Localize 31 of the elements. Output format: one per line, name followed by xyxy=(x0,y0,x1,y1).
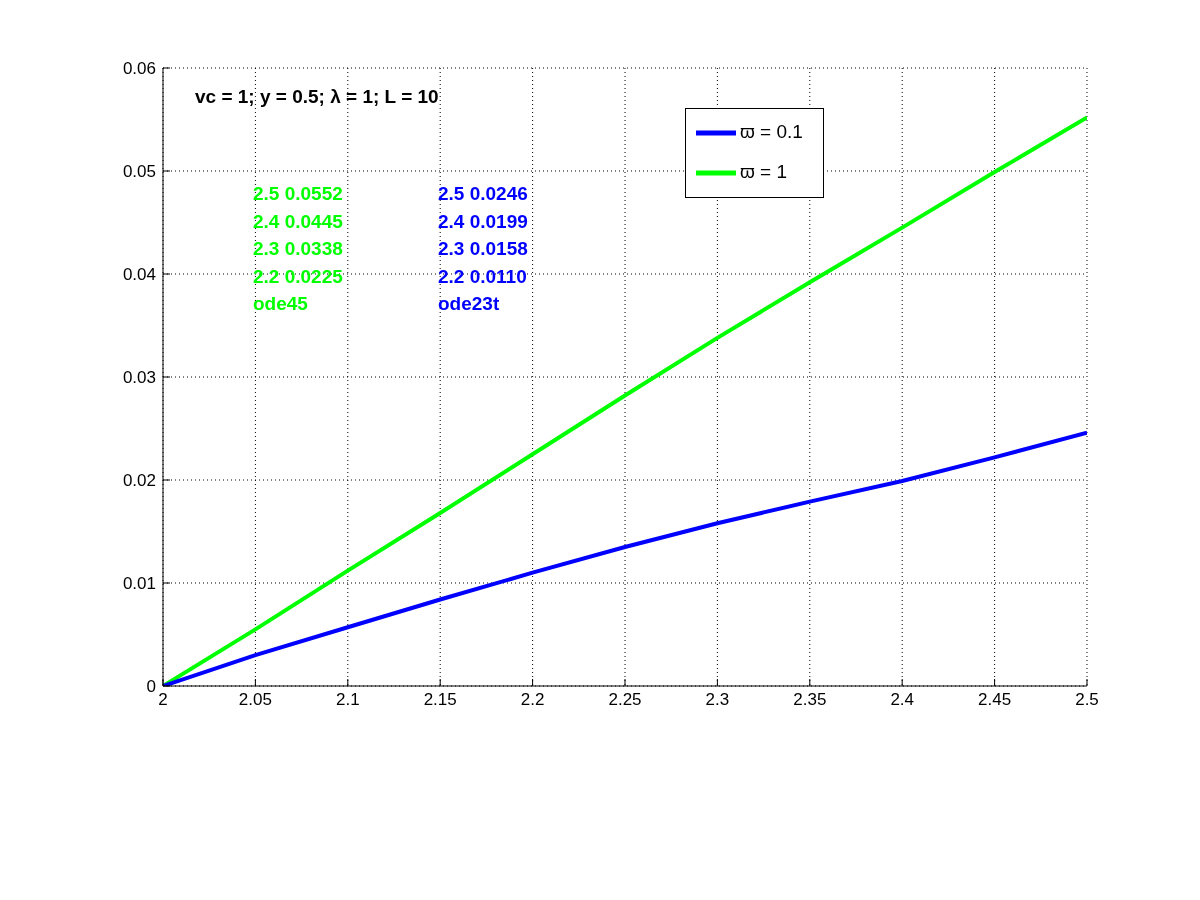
x-tick-label: 2.25 xyxy=(608,690,642,710)
x-tick-label: 2.45 xyxy=(978,690,1012,710)
annotation: 2.2 0.0110 xyxy=(438,265,527,288)
x-tick-label: 2 xyxy=(158,690,168,710)
annotation: ode23t xyxy=(438,293,500,315)
x-tick-label: 2.5 xyxy=(1075,690,1099,710)
annotation: 2.4 0.0199 xyxy=(438,210,528,233)
y-tick-label: 0.02 xyxy=(122,471,156,491)
x-tick-label: 2.1 xyxy=(335,690,360,710)
y-tick-label: 0.06 xyxy=(122,59,156,79)
annotation: 2.5 0.0552 xyxy=(253,183,343,205)
annotation: 2.3 0.0338 xyxy=(253,238,343,260)
y-tick-label: 0.01 xyxy=(122,574,156,594)
y-tick-label: 0.04 xyxy=(122,265,156,285)
x-tick-label: 2.3 xyxy=(705,690,730,710)
annotation: 2.3 0.0158 xyxy=(438,238,528,260)
annotation: vc = 1; y = 0.5; λ = 1; L = 10 xyxy=(195,86,439,108)
annotation: 2.5 0.0246 xyxy=(438,183,528,205)
legend-label: ϖ = 0.1 xyxy=(740,121,803,143)
legend-label: ϖ = 1 xyxy=(740,161,788,183)
annotation: 2.4 0.0445 xyxy=(253,210,343,233)
x-tick-label: 2.35 xyxy=(793,690,827,710)
y-tick-label: 0.05 xyxy=(122,162,156,182)
x-tick-label: 2.15 xyxy=(423,690,457,710)
annotation: ode45 xyxy=(253,293,308,315)
x-tick-label: 2.2 xyxy=(520,690,545,710)
x-tick-label: 2.4 xyxy=(890,690,915,710)
annotation: 2.2 0.0225 xyxy=(253,265,343,288)
y-tick-label: 0.03 xyxy=(122,368,156,388)
y-tick-label: 0 xyxy=(146,677,156,697)
x-tick-label: 2.05 xyxy=(238,690,272,710)
